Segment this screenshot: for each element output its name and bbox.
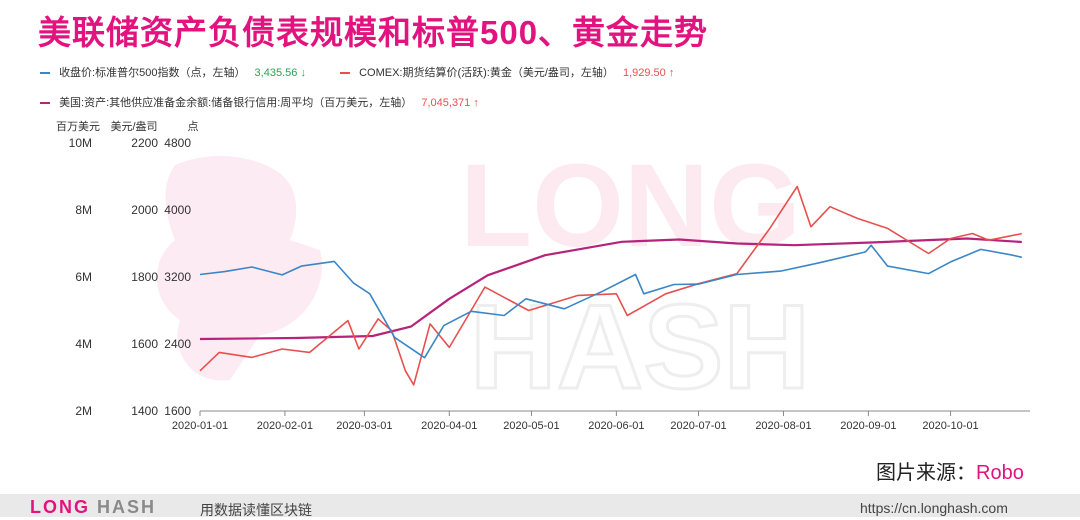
axis-unit-label: 美元/盎司 — [110, 119, 157, 133]
watermark: LONG HASH — [156, 140, 812, 416]
y-tick-label: 3200 — [164, 270, 191, 284]
logo-hash: HASH — [97, 497, 157, 517]
x-tick-label: 2020-10-01 — [922, 420, 978, 432]
legend-value-fed: 7,045,371 — [421, 97, 471, 109]
down-arrow-icon: ↓ — [300, 67, 306, 79]
x-tick-label: 2020-01-01 — [172, 420, 228, 432]
y-tick-label: 2200 — [131, 136, 158, 150]
logo-long: LONG — [30, 497, 90, 517]
y-tick-label: 10M — [69, 136, 92, 150]
up-arrow-icon: ↑ — [473, 97, 479, 109]
legend-item-sp500[interactable]: 收盘价:标准普尔500指数（点，左轴） 3,435.56 ↓ — [40, 64, 306, 80]
x-tick-label: 2020-05-01 — [503, 420, 559, 432]
chart: LONG HASH 百万美元 10M 8M 6M 4M 2M 美元/盎司 2200 2000 18… — [56, 119, 1030, 432]
legend-swatch-fed — [40, 102, 50, 105]
x-tick-label: 2020-06-01 — [588, 420, 644, 432]
y-tick-label: 4M — [75, 337, 92, 351]
fed-balance-line — [199, 237, 1022, 341]
legend-label-fed: 美国:资产:其他供应准备金余额:储备银行信用:周平均（百万美元，左轴） — [59, 97, 413, 109]
longhash-logo[interactable]: LONG HASH — [30, 497, 156, 518]
y-tick-label: 4000 — [164, 203, 191, 217]
x-tick-label: 2020-04-01 — [421, 420, 477, 432]
y-tick-label: 1600 — [164, 404, 191, 418]
up-arrow-icon: ↑ — [668, 67, 675, 79]
footer-url[interactable]: https://cn.longhash.com — [860, 500, 1008, 516]
page-title: 美联储资产负债表规模和标普500、黄金走势 — [38, 14, 709, 51]
x-tick-label: 2020-03-01 — [336, 420, 392, 432]
x-tick-label: 2020-02-01 — [257, 420, 313, 432]
watermark-long: LONG — [460, 140, 801, 272]
x-tick-label: 2020-09-01 — [840, 420, 896, 432]
y-tick-label: 2400 — [164, 337, 191, 351]
x-tick-label: 2020-08-01 — [755, 420, 811, 432]
footer-bar: LONG HASH 用数据读懂区块链 https://cn.longhash.c… — [0, 494, 1080, 518]
legend-swatch-sp500 — [40, 72, 50, 75]
y-tick-label: 4800 — [164, 136, 191, 150]
legend-label-gold: COMEX:期货结算价(活跃):黄金（美元/盎司，左轴） — [359, 67, 614, 79]
axis-unit-label: 百万美元 — [56, 120, 100, 133]
sp500-line — [199, 244, 1022, 359]
legend-value-gold: 1,929.50 — [622, 67, 666, 79]
y-tick-label: 8M — [75, 203, 92, 217]
legend-swatch-gold — [340, 72, 350, 75]
axis-unit-label: 点 — [188, 120, 199, 133]
legend-label-sp500: 收盘价:标准普尔500指数（点，左轴） — [59, 67, 246, 79]
y-tick-label: 6M — [75, 270, 92, 284]
y-tick-label: 1600 — [131, 337, 158, 351]
legend-item-gold[interactable]: COMEX:期货结算价(活跃):黄金（美元/盎司，左轴） 1,929.50 ↑ — [340, 64, 674, 80]
source-label: 图片来源： — [876, 462, 976, 484]
source-value: Robo — [976, 462, 1024, 484]
legend-value-sp500: 3,435.56 — [254, 67, 298, 79]
y-tick-label: 1400 — [131, 404, 158, 418]
watermark-hash: HASH — [470, 280, 810, 414]
y-tick-label: 2M — [75, 404, 92, 418]
y-tick-label: 1800 — [131, 270, 158, 284]
image-source: 图片来源：Robo — [876, 456, 1024, 485]
legend-item-fed[interactable]: 美国:资产:其他供应准备金余额:储备银行信用:周平均（百万美元，左轴） 7,04… — [40, 94, 479, 110]
x-tick-label: 2020-07-01 — [670, 420, 726, 432]
y-tick-label: 2000 — [131, 203, 158, 217]
footer-slogan: 用数据读懂区块链 — [200, 502, 312, 518]
